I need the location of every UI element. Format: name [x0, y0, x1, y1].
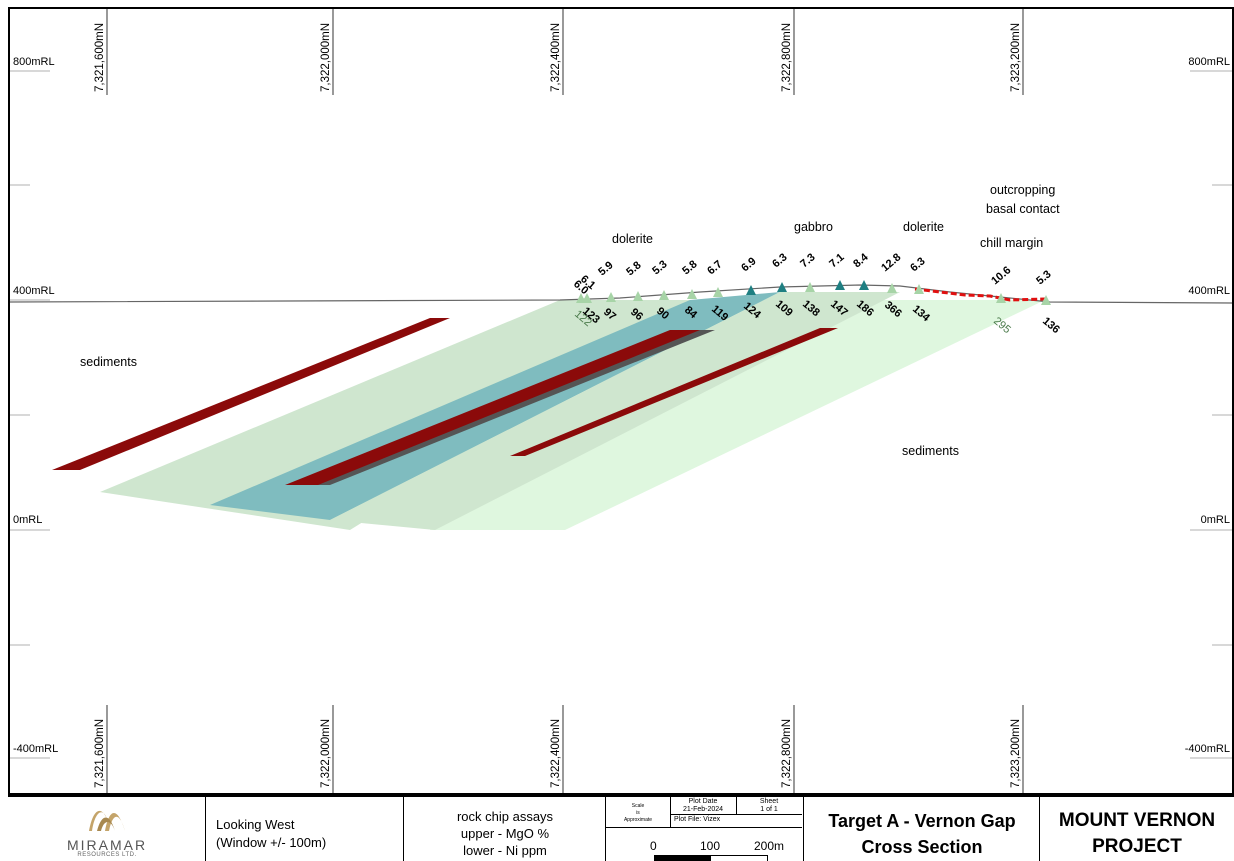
sample-triangle [777, 282, 787, 292]
sample-triangle [887, 283, 897, 293]
sample-triangle [805, 282, 815, 292]
rl-m400-label-right: -400mRL [1185, 743, 1230, 755]
scale-bar-black [654, 855, 710, 861]
sample-triangle [746, 285, 756, 295]
legend-cell: rock chip assays upper - MgO % lower - N… [404, 797, 606, 861]
sheet-value: 1 of 1 [760, 806, 778, 813]
sample-triangle [835, 280, 845, 290]
view-direction: Looking West [216, 817, 295, 832]
company-subtitle: RESOURCES LTD. [77, 852, 137, 858]
label-outcropping: outcropping [990, 183, 1055, 197]
basal-contact-line [914, 287, 1046, 302]
northing-label-bottom-2: 7,322,000mN [320, 719, 332, 788]
label-basal-contact: basal contact [986, 202, 1060, 216]
northing-label-bottom-5: 7,323,200mN [1010, 719, 1022, 788]
scale-zero: 0 [650, 839, 657, 853]
rl-0-label-right: 0mRL [1201, 514, 1230, 526]
plot-date-box: Plot Date 21-Feb-2024 [670, 797, 737, 815]
plot-date-label: Plot Date [688, 798, 718, 805]
project-title: MOUNT VERNON [1058, 810, 1216, 831]
northing-label-top-3: 7,322,400mN [550, 23, 562, 92]
sample-triangle [659, 290, 669, 300]
scale-note-2: is [636, 810, 640, 816]
logo-cell: MIRAMAR RESOURCES LTD. [8, 797, 206, 861]
title-block: MIRAMAR RESOURCES LTD. Looking West (Win… [8, 795, 1234, 861]
label-gabbro: gabbro [794, 220, 833, 234]
sample-triangle [996, 293, 1006, 303]
plot-file-box: Plot File: Vizex [670, 814, 802, 828]
northing-label-top-1: 7,321,600mN [94, 23, 106, 92]
target-subtitle: Cross Section [861, 837, 983, 857]
scale-hundred: 100 [700, 839, 721, 853]
sample-triangle [633, 291, 643, 301]
label-chill-margin: chill margin [980, 236, 1043, 250]
cross-section-diagram: 7,321,600mN 7,322,000mN 7,322,400mN 7,32… [8, 7, 1234, 795]
rl-400-label-right: 400mRL [1188, 285, 1230, 297]
label-dolerite-right: dolerite [903, 220, 944, 234]
northing-label-top-5: 7,323,200mN [1010, 23, 1022, 92]
rl-labels: 800mRL 400mRL 0mRL -400mRL 800mRL 400mRL… [13, 56, 1230, 755]
northing-labels-top: 7,321,600mN 7,322,000mN 7,322,400mN 7,32… [94, 23, 1022, 92]
sample-triangle [582, 293, 592, 303]
legend-line-1: rock chip assays [456, 809, 554, 824]
scale-two-hundred: 200m [754, 839, 785, 853]
sample-triangle [713, 287, 723, 297]
project-cell: MOUNT VERNON PROJECT [1040, 797, 1234, 861]
miramar-logo-icon [89, 810, 125, 831]
geology-labels: sediments sediments dolerite gabbro dole… [80, 183, 1060, 458]
rl-0-label-left: 0mRL [13, 514, 42, 526]
rl-ticks [10, 70, 1232, 759]
northing-label-top-2: 7,322,000mN [320, 23, 332, 92]
rl-400-label-left: 400mRL [13, 285, 55, 297]
scale-box: Scale is Approximate [606, 797, 671, 828]
target-cell: Target A - Vernon Gap Cross Section [804, 797, 1040, 861]
plot-file: Plot File: Vizex [674, 816, 721, 823]
sheet-box: Sheet 1 of 1 [736, 797, 802, 815]
label-dolerite-left: dolerite [612, 232, 653, 246]
logo-center-arch [97, 817, 115, 831]
logo-left-arch [89, 810, 107, 831]
rl-800-label-left: 800mRL [13, 56, 55, 68]
rl-m400-label-left: -400mRL [13, 743, 58, 755]
project-subtitle: PROJECT [1092, 836, 1182, 857]
logo-right-arch [105, 812, 125, 831]
view-cell: Looking West (Window +/- 100m) [206, 797, 404, 861]
target-title: Target A - Vernon Gap [828, 811, 1016, 831]
legend-line-2: upper - MgO % [460, 826, 550, 841]
northing-labels-bottom: 7,321,600mN 7,322,000mN 7,322,400mN 7,32… [94, 719, 1022, 788]
company-name: MIRAMAR [66, 837, 148, 853]
northing-label-bottom-1: 7,321,600mN [94, 719, 106, 788]
sample-triangle [1041, 295, 1051, 305]
scale-note-1: Scale [631, 803, 645, 809]
dark-unit-left [52, 318, 450, 470]
dolerite-unit-right [330, 292, 900, 530]
northing-label-bottom-3: 7,322,400mN [550, 719, 562, 788]
northing-ticks [106, 8, 1024, 793]
label-sediments-left: sediments [80, 355, 137, 369]
sample-triangle [687, 289, 697, 299]
sample-triangle [914, 284, 924, 294]
sample-triangle [859, 280, 869, 290]
plot-info-cell: Scale is Approximate Plot Date 21-Feb-20… [606, 797, 804, 861]
plot-date-value: 21-Feb-2024 [682, 806, 724, 813]
sample-triangle [606, 292, 616, 302]
dark-unit-center [285, 330, 700, 485]
label-sediments-right: sediments [902, 444, 959, 458]
sheet-label: Sheet [759, 798, 779, 805]
scale-note-3: Approximate [623, 817, 653, 823]
northing-label-top-4: 7,322,800mN [781, 23, 793, 92]
rl-800-label-right: 800mRL [1188, 56, 1230, 68]
northing-label-bottom-4: 7,322,800mN [781, 719, 793, 788]
legend-line-3: lower - Ni ppm [463, 843, 547, 858]
scale-bar-white [710, 855, 768, 861]
dark-unit-right [510, 328, 838, 456]
view-window: (Window +/- 100m) [216, 835, 327, 850]
